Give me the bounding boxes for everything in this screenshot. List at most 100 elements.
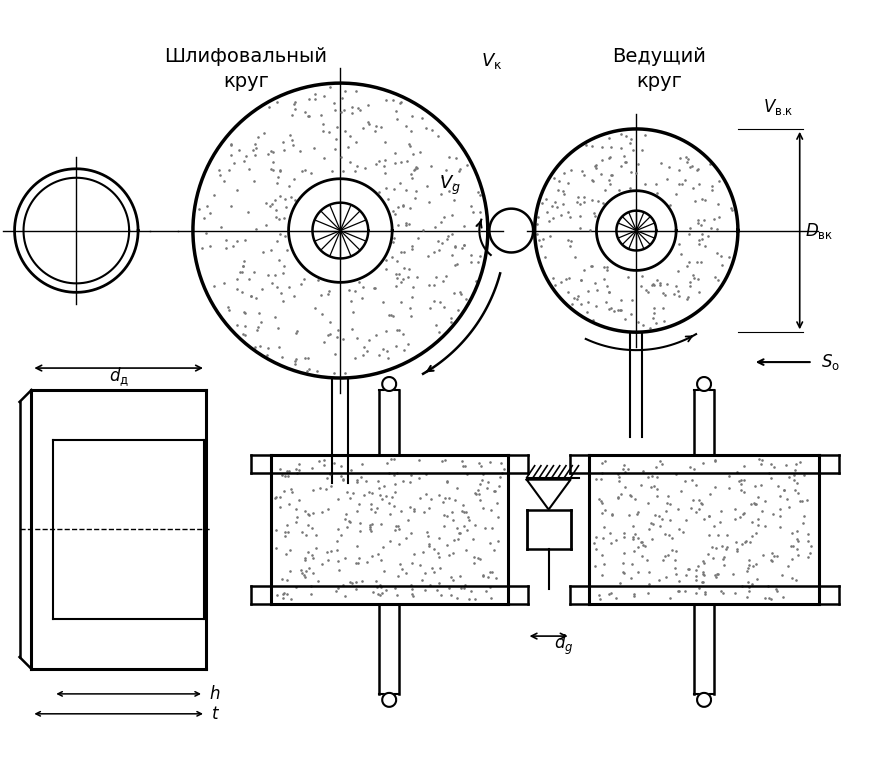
Point [646, 518, 660, 530]
Point [413, 559, 427, 571]
Point [396, 344, 410, 356]
Point [594, 506, 608, 519]
Point [270, 235, 284, 247]
Point [352, 497, 366, 510]
Point [689, 256, 703, 268]
Point [691, 494, 705, 506]
Point [758, 520, 772, 533]
Point [399, 184, 413, 196]
Point [385, 491, 399, 503]
Point [602, 178, 616, 191]
Point [626, 533, 640, 545]
Point [276, 294, 290, 306]
Point [323, 545, 338, 557]
Point [301, 110, 315, 122]
Point [571, 198, 586, 210]
Point [712, 249, 727, 262]
Point [277, 526, 291, 538]
Point [276, 592, 290, 604]
Point [268, 269, 282, 281]
Point [382, 309, 396, 321]
Point [470, 484, 485, 496]
Point [338, 513, 352, 525]
Point [802, 547, 816, 559]
Point [562, 211, 576, 223]
Point [635, 539, 649, 551]
Point [453, 163, 467, 175]
Point [340, 141, 354, 154]
Point [415, 574, 429, 586]
Point [251, 130, 265, 143]
Point [709, 542, 723, 554]
Point [583, 260, 597, 273]
Point [280, 587, 294, 600]
Point [748, 527, 762, 539]
Point [426, 279, 440, 292]
Point [792, 495, 806, 507]
Point [457, 520, 471, 533]
Point [753, 458, 767, 470]
Point [369, 581, 384, 593]
Point [634, 144, 649, 156]
Point [443, 311, 457, 323]
Point [714, 540, 728, 552]
Point [279, 574, 293, 587]
Point [441, 185, 455, 197]
Point [272, 341, 286, 354]
Point [433, 188, 447, 201]
Point [301, 546, 315, 558]
Point [268, 205, 283, 217]
Point [421, 538, 435, 550]
Point [457, 579, 471, 591]
Point [385, 251, 399, 263]
Point [587, 277, 602, 290]
Point [587, 206, 601, 218]
Point [296, 273, 310, 286]
Point [789, 574, 803, 586]
Point [310, 574, 324, 587]
Text: Шлифовальный: Шлифовальный [164, 46, 327, 66]
Point [424, 562, 439, 574]
Point [595, 197, 610, 209]
Point [478, 584, 493, 597]
Point [393, 296, 408, 309]
Point [323, 316, 337, 328]
Point [291, 494, 306, 506]
Point [612, 303, 626, 316]
Point [298, 551, 312, 564]
Point [333, 460, 347, 472]
Point [661, 549, 675, 561]
Point [569, 195, 583, 208]
Point [748, 557, 762, 570]
Point [276, 587, 290, 600]
Point [470, 551, 485, 564]
Point [779, 493, 793, 506]
Point [784, 527, 798, 539]
Point [740, 561, 754, 574]
Point [322, 285, 336, 297]
Point [618, 156, 633, 168]
Point [276, 587, 291, 599]
Point [483, 581, 497, 593]
Text: Ведущий: Ведущий [611, 46, 705, 66]
Point [276, 266, 290, 279]
Point [583, 224, 597, 236]
Point [365, 586, 379, 598]
Point [399, 120, 413, 132]
Point [338, 590, 352, 602]
Point [631, 317, 645, 329]
Point [600, 279, 614, 292]
Point [314, 290, 328, 302]
Point [641, 286, 655, 298]
Point [733, 510, 747, 523]
Point [686, 272, 700, 284]
Point [760, 580, 774, 592]
Point [758, 495, 772, 507]
Point [287, 173, 301, 185]
Point [680, 563, 694, 575]
Point [347, 285, 361, 297]
Point [389, 466, 403, 479]
Point [585, 140, 599, 152]
Point [602, 174, 616, 186]
Point [338, 124, 352, 137]
